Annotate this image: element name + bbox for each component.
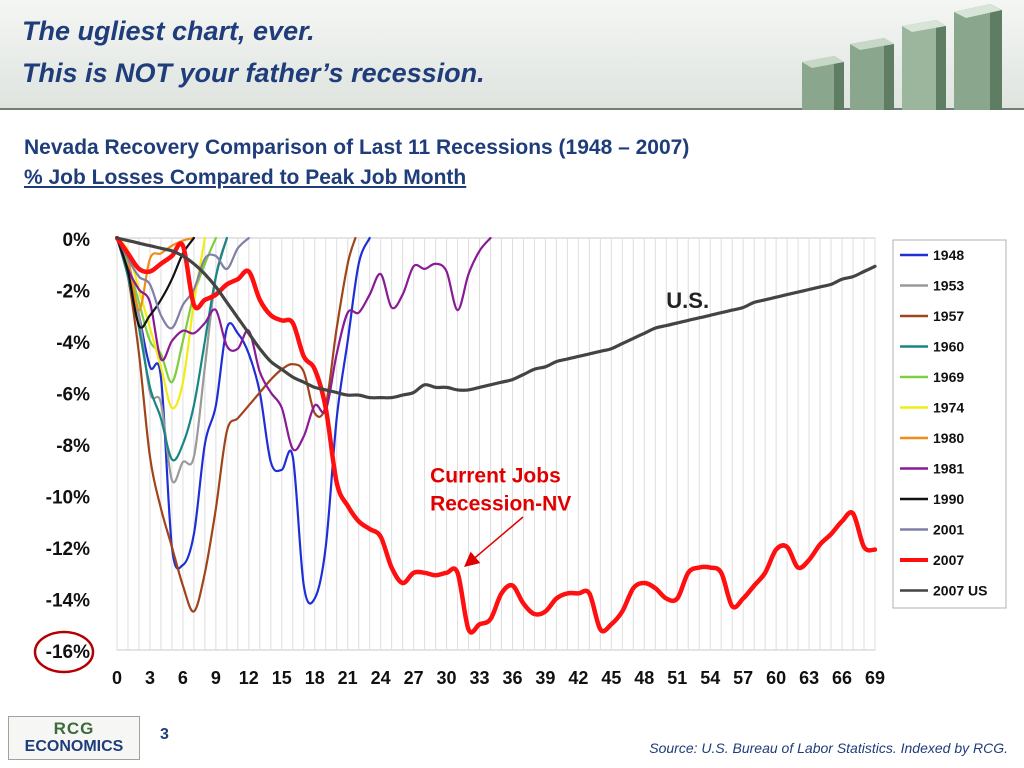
header-bar-graphic [802,4,1002,110]
series-line-2001 [115,236,250,330]
series-line-1957 [115,236,357,613]
x-tick-label: 48 [634,668,654,688]
x-tick-label: 39 [535,668,555,688]
legend: 1948 1953 1957 1960 1969 1974 1980 1981 1990 2001… [892,239,1007,609]
legend-label: 1974 [933,400,964,416]
annotation-arrow [464,516,524,567]
annotation-text-line1: Current Jobs [430,465,561,488]
x-tick-label: 21 [338,668,358,688]
legend-label: 1990 [933,491,964,507]
x-tick-label: 66 [832,668,852,688]
slide-title-line-2: This is NOT your father’s recession. [22,58,485,88]
slide-title-line-1: The ugliest chart, ever. [22,16,315,46]
series-line-1981 [115,236,492,452]
series-line-1948 [115,236,371,605]
legend-label: 1948 [933,247,964,263]
circled-tick-highlight [33,630,95,674]
x-tick-label: 18 [305,668,325,688]
x-tick-label: 33 [470,668,490,688]
x-tick-label: 6 [178,668,188,688]
annotation-us: U.S. [666,288,709,313]
x-tick-label: 57 [733,668,753,688]
line-chart: 0%-2%-4%-6%-8%-10%-12%-14%-16%0 3 6 9 12 15 18… [33,230,1007,688]
page-number: 3 [160,726,169,743]
x-tick-label: 36 [502,668,522,688]
legend-label: 1981 [933,461,964,477]
y-tick-label: -16% [46,642,90,663]
series-line-2007-us [115,236,877,400]
legend-label: 2001 [933,522,964,538]
x-tick-label: 60 [766,668,786,688]
legend-label: 2007 US [933,583,987,599]
series-line-2007 [115,236,877,635]
x-tick-label: 42 [568,668,588,688]
x-tick-label: 9 [211,668,221,688]
logo-text-economics: ECONOMICS [24,738,124,755]
decorative-3d-bars [802,4,1002,110]
x-tick-label: 0 [112,668,122,688]
x-tick-label: 3 [145,668,155,688]
legend-box [892,239,1007,609]
x-tick-label: 54 [700,668,720,688]
logo-text-rcg: RCG [53,719,95,738]
x-tick-label: 27 [404,668,424,688]
legend-label: 1957 [933,308,964,324]
x-tick-label: 45 [601,668,621,688]
y-axis: 0% -2% -4% -6% -8% -10% -12% -14% -16% [46,230,90,663]
series-lines [115,236,877,635]
y-tick-label: -8% [56,436,90,457]
legend-label: 1980 [933,430,964,446]
x-tick-label: 12 [239,668,259,688]
y-tick-label: -14% [46,591,90,612]
y-tick-label: -12% [46,539,90,560]
legend-label: 1960 [933,339,964,355]
annotation-current-jobs: Current Jobs Recession-NV [430,465,571,567]
y-tick-label: -10% [46,488,90,509]
gridlines [116,238,876,650]
x-tick-label: 15 [272,668,292,688]
chart-subtitle-underlined: % Job Losses Compared to Peak Job Month [24,166,467,189]
y-tick-label: -2% [56,282,90,303]
x-tick-label: 51 [667,668,687,688]
y-tick-label: -4% [56,333,90,354]
annotation-text-line2: Recession-NV [430,493,571,516]
y-tick-label: 0% [63,230,91,251]
legend-label: 1953 [933,278,964,294]
chart-subtitle: Nevada Recovery Comparison of Last 11 Re… [24,136,690,159]
legend-label: 1969 [933,369,964,385]
x-tick-label: 63 [799,668,819,688]
rcg-logo: RCG ECONOMICS [8,716,140,760]
x-tick-label: 30 [437,668,457,688]
x-tick-label: 69 [865,668,885,688]
source-note: Source: U.S. Bureau of Labor Statistics.… [649,740,1008,756]
x-axis: 0 3 6 9 12 15 18 21 24 27 30 33 36 39 42 45 48 51 54 57 60 63… [112,668,885,688]
legend-label: 2007 [933,552,964,568]
y-tick-label: -6% [56,385,90,406]
x-tick-label: 24 [371,668,391,688]
